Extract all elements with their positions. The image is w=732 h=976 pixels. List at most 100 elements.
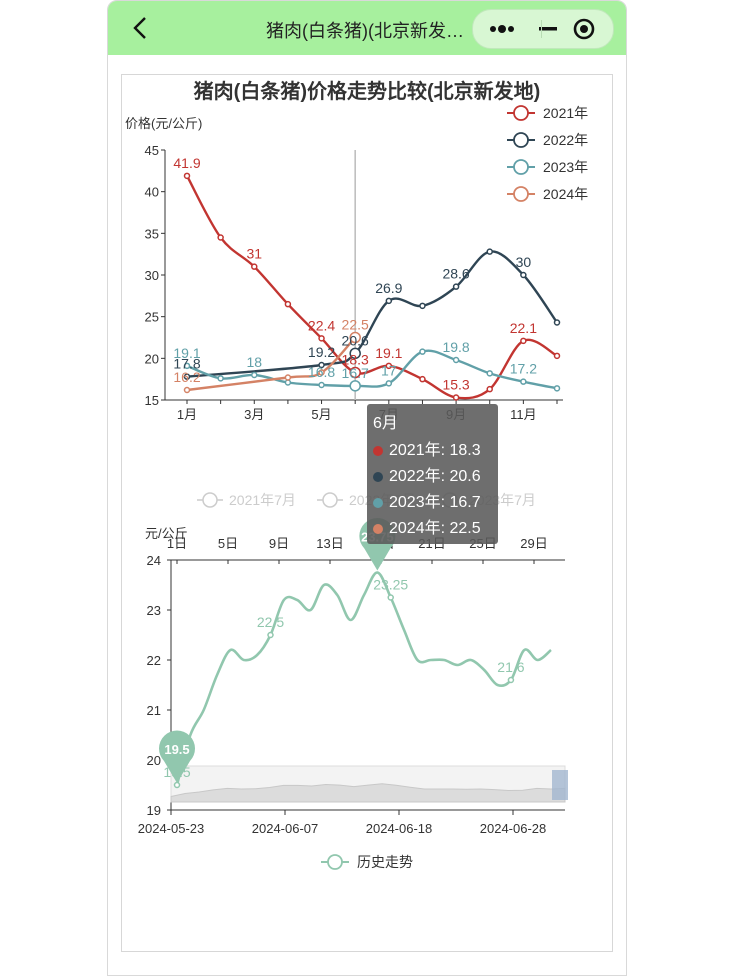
data-label: 23.25 <box>373 577 408 593</box>
timeline-legend-symbol <box>322 492 338 508</box>
data-label: 22.5 <box>342 317 369 333</box>
data-point <box>419 348 426 355</box>
legend-symbol <box>513 159 529 175</box>
data-label: 19.8 <box>442 339 469 355</box>
legend-symbol <box>513 105 529 121</box>
x-tick-label: 11月 <box>510 407 537 422</box>
data-point <box>385 380 393 387</box>
y-tick-label: 30 <box>145 268 159 283</box>
page-title: 猪肉(白条猪)(北京新发地)猪肉价格走势比较 <box>266 21 466 41</box>
series-line <box>186 336 357 392</box>
timeline-legend-symbol <box>202 492 218 508</box>
data-label: 41.9 <box>173 155 200 171</box>
data-point <box>385 362 393 370</box>
top-x-tick-label: 13日 <box>316 536 343 551</box>
data-point <box>520 378 527 385</box>
data-label: 28.6 <box>442 266 469 282</box>
data-point <box>318 361 325 369</box>
y-axis-label: 价格(元/公斤) <box>125 116 202 131</box>
data-point <box>183 362 191 370</box>
data-label: 16.2 <box>173 369 200 385</box>
capsule-menu <box>472 9 614 49</box>
series-dot <box>373 523 383 534</box>
x-tick-label: 5月 <box>311 407 331 422</box>
y-tick-label: 19 <box>147 803 161 818</box>
legend-symbol <box>513 186 529 202</box>
bottom-x-tick-label: 2024-06-28 <box>480 821 547 836</box>
y-axis-label: 元/公斤 <box>145 526 188 541</box>
data-point <box>553 352 561 360</box>
data-point <box>452 356 460 364</box>
tooltip-value: 2021年: 18.3 <box>389 442 481 459</box>
data-point <box>251 371 258 379</box>
data-point <box>349 380 361 392</box>
legend-symbol <box>513 132 529 148</box>
more-icon[interactable] <box>479 10 525 48</box>
data-point <box>217 234 224 241</box>
chart-tooltip: 6月 2021年: 18.3 2022年: 20.6 2023年: 16.7 2… <box>367 404 498 544</box>
x-tick-label: 1月 <box>177 407 197 422</box>
back-icon[interactable] <box>126 13 154 43</box>
datazoom-preview <box>170 783 566 803</box>
data-label: 19.1 <box>375 345 402 361</box>
data-label: 22.4 <box>308 317 335 333</box>
bottom-x-tick-label: 2024-06-07 <box>252 821 319 836</box>
price-comparison-chart[interactable]: 猪肉(白条猪)价格走势比较(北京新发地) 价格(元/公斤) 15 20 25 30 35 40… <box>121 74 613 524</box>
data-point <box>385 297 393 305</box>
y-tick-label: 20 <box>145 351 159 366</box>
top-x-tick-label: 5日 <box>218 536 238 551</box>
data-point <box>284 374 292 381</box>
history-trend-chart[interactable]: 元/公斤1920212223241日5日9日13日17日21日25日29日202… <box>121 480 613 890</box>
y-tick-label: 40 <box>145 185 159 200</box>
data-label: 26.9 <box>375 280 402 296</box>
series-dot <box>373 445 383 456</box>
data-label: 16.7 <box>342 365 369 381</box>
data-point <box>183 386 191 394</box>
data-point <box>217 375 224 382</box>
data-point <box>486 385 493 393</box>
legend-label: 2023年 <box>543 159 588 175</box>
data-label: 18 <box>246 354 262 370</box>
data-point <box>349 331 361 344</box>
top-x-tick-label: 29日 <box>520 536 547 551</box>
y-tick-label: 15 <box>145 393 159 408</box>
data-label: 31 <box>246 246 262 262</box>
data-point <box>318 369 325 376</box>
close-icon[interactable] <box>565 10 611 48</box>
legend-symbol <box>327 854 343 870</box>
data-point <box>553 319 561 326</box>
x-tick-label: 3月 <box>244 407 264 422</box>
y-tick-label: 25 <box>145 310 159 325</box>
y-tick-label: 45 <box>145 143 159 158</box>
tooltip-row: 2022年: 20.6 <box>373 462 481 486</box>
data-point <box>419 302 426 310</box>
data-label: 22.5 <box>257 614 284 630</box>
minimize-icon[interactable] <box>523 10 569 48</box>
series-line <box>175 571 552 786</box>
data-label: 19.2 <box>308 344 335 360</box>
legend-label: 2021年 <box>543 105 588 121</box>
data-point <box>486 248 493 255</box>
data-point <box>486 370 493 377</box>
navigation-bar: 猪肉(白条猪)(北京新发地)猪肉价格走势比较 <box>108 1 626 55</box>
data-label: 16.8 <box>308 364 335 380</box>
markpoint-pin <box>159 730 195 783</box>
tooltip-row: 2024年: 22.5 <box>373 514 481 538</box>
tooltip-value: 2023年: 16.7 <box>389 494 481 511</box>
tooltip-row: 2023年: 16.7 <box>373 488 481 512</box>
bottom-x-tick-label: 2024-06-18 <box>366 821 433 836</box>
y-tick-label: 20 <box>147 753 161 768</box>
y-tick-label: 21 <box>147 703 161 718</box>
data-point <box>183 172 191 180</box>
series-dot <box>373 497 383 508</box>
data-label: 30 <box>516 254 532 270</box>
tooltip-value: 2024年: 22.5 <box>389 520 481 537</box>
chart-title: 猪肉(白条猪)价格走势比较(北京新发地) <box>194 79 541 103</box>
tooltip-row: 2021年: 18.3 <box>373 436 481 460</box>
data-point <box>387 594 394 601</box>
data-label: 18.3 <box>342 352 369 368</box>
tooltip-value: 2022年: 20.6 <box>389 468 481 485</box>
data-point <box>267 631 274 639</box>
series-line <box>185 175 558 400</box>
data-point <box>452 283 460 290</box>
